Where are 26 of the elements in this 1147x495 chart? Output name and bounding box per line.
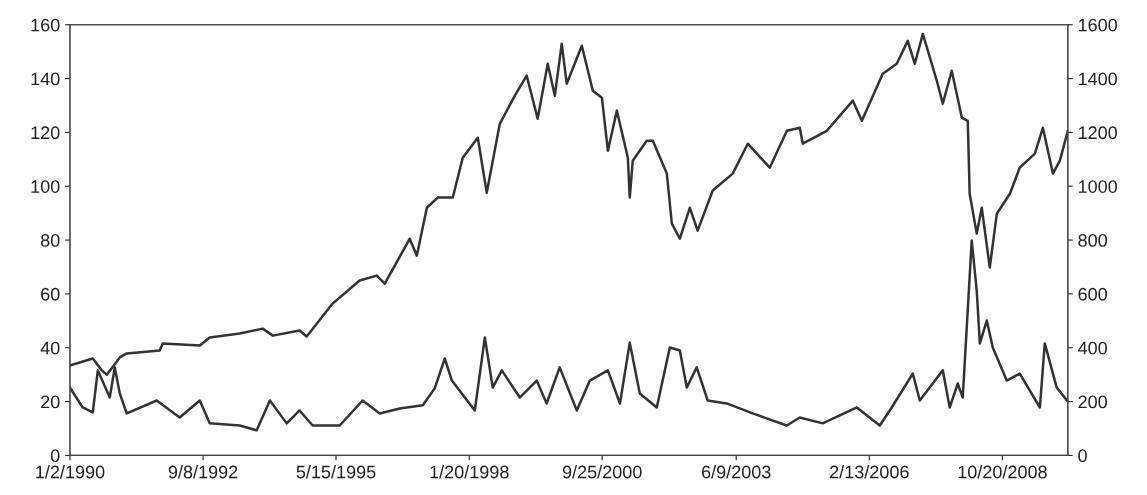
y-tick-label: 140 (31, 72, 60, 86)
y2-tick-label: 1600 (1078, 18, 1118, 32)
y2-tick-label: 1000 (1078, 180, 1118, 193)
y-tick-label: 80 (40, 234, 60, 247)
x-tick-label: 6/9/2003 (702, 465, 771, 479)
y2-tick-label: 800 (1078, 234, 1107, 247)
x-tick-label: 10/20/2008 (958, 465, 1047, 479)
y-tick-label: 20 (41, 395, 60, 409)
x-tick-label: 9/8/1992 (168, 465, 238, 479)
y2-tick-label: 600 (1078, 287, 1107, 301)
y-tick-label: 40 (40, 341, 60, 355)
x-tick-label: 1/20/1998 (430, 465, 509, 479)
y-tick-label: 60 (41, 287, 60, 301)
y2-tick-label: 400 (1077, 341, 1107, 355)
y2-tick-label: 0 (1078, 449, 1087, 463)
y-tick-label: 120 (31, 126, 60, 140)
x-tick-label: 9/25/2000 (562, 465, 642, 479)
x-tick-label: 5/15/1995 (296, 465, 376, 479)
y2-tick-label: 200 (1078, 395, 1107, 409)
y-tick-label: 0 (50, 449, 60, 463)
y-tick-label: 100 (31, 180, 60, 193)
y-tick-label: 160 (31, 18, 60, 32)
x-tick-label: 1/2/1990 (36, 465, 105, 479)
y2-tick-label: 1400 (1078, 72, 1118, 86)
y2-tick-label: 1200 (1078, 126, 1118, 140)
x-tick-label: 2/13/2006 (830, 465, 909, 479)
